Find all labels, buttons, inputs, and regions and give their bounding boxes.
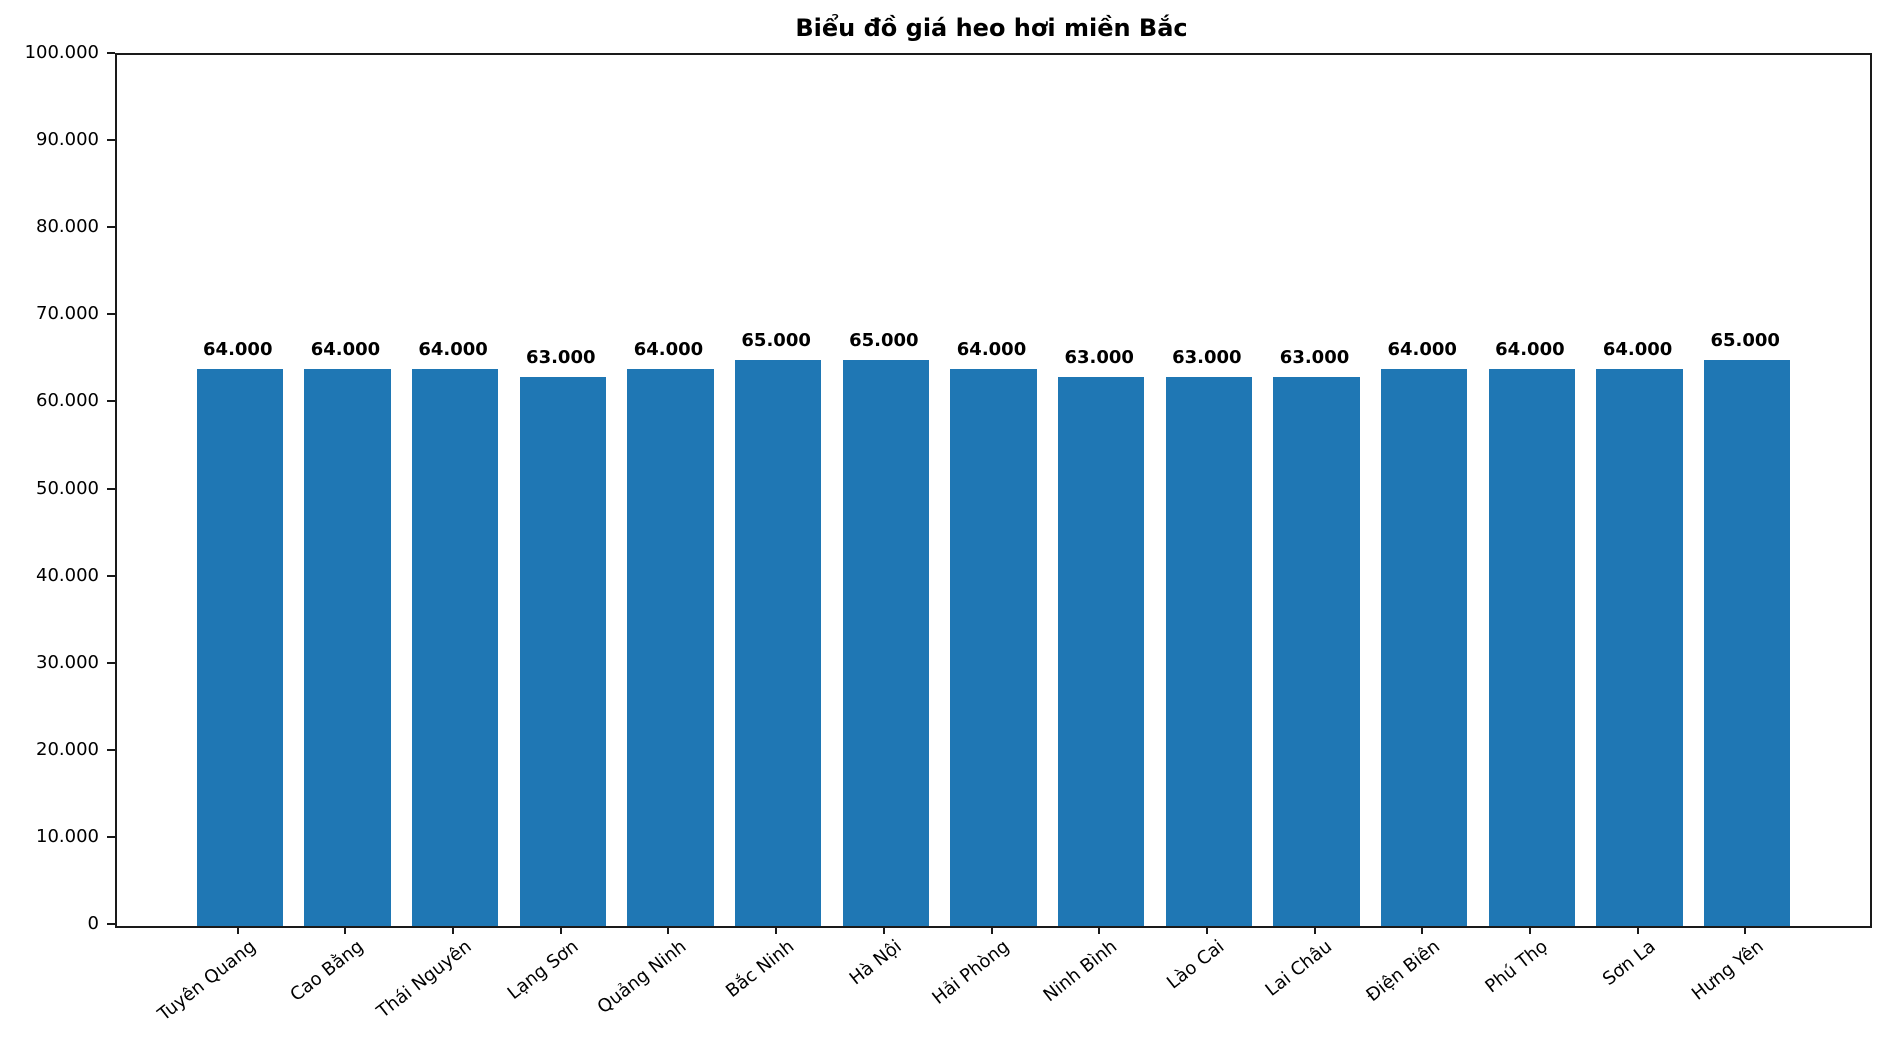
bar-value-label: 63.000 — [526, 347, 596, 369]
x-tick-label: Điện Biên — [1362, 936, 1445, 1007]
x-tick-mark — [452, 926, 455, 934]
x-tick-mark — [344, 926, 347, 934]
bar-value-label: 63.000 — [1064, 347, 1134, 369]
bar — [1596, 368, 1683, 926]
bar-value-label: 64.000 — [633, 338, 704, 360]
x-tick-label: Bắc Ninh — [721, 936, 799, 1002]
bar-value-label: 64.000 — [1495, 338, 1565, 360]
x-tick-label: Hà Nội — [845, 936, 906, 990]
y-tick-mark — [107, 923, 115, 925]
x-tick-mark — [1744, 926, 1747, 934]
y-tick-mark — [107, 661, 115, 664]
y-tick-mark — [107, 835, 115, 838]
bar — [735, 359, 822, 926]
chart-title: Biểu đồ giá heo hơi miền Bắc — [795, 14, 1188, 42]
x-tick-mark — [775, 926, 778, 934]
y-tick-label: 80.000 — [36, 216, 99, 238]
bar — [519, 377, 606, 926]
bar — [627, 368, 714, 926]
x-tick-label: Ninh Bình — [1039, 936, 1122, 1007]
bar-value-label: 65.000 — [1710, 329, 1780, 351]
x-tick-mark — [1098, 926, 1101, 934]
bar — [1058, 377, 1145, 926]
x-tick-mark — [1205, 926, 1208, 934]
bar-value-label: 65.000 — [849, 329, 919, 351]
bar-value-label: 63.000 — [1279, 347, 1350, 369]
x-tick-label: Cao Bằng — [286, 936, 368, 1006]
y-tick-label: 90.000 — [36, 129, 99, 151]
y-tick-mark — [107, 574, 115, 577]
bar — [1381, 368, 1468, 926]
x-tick-mark — [1421, 926, 1424, 934]
bar-value-label: 63.000 — [1172, 347, 1242, 369]
x-tick-label: Lạng Sơn — [504, 936, 583, 1004]
bar — [1165, 377, 1252, 926]
x-tick-mark — [990, 926, 993, 934]
y-tick-mark — [107, 748, 115, 751]
y-tick-label: 20.000 — [36, 738, 99, 760]
y-tick-label: 50.000 — [36, 477, 99, 499]
x-tick-label: Quảng Ninh — [593, 936, 691, 1019]
y-tick-mark — [107, 487, 115, 490]
x-tick-label: Sơn La — [1598, 936, 1660, 990]
y-tick-mark — [107, 52, 115, 54]
y-tick-mark — [107, 400, 115, 403]
x-tick-label: Hải Phòng — [928, 936, 1014, 1009]
bar-value-label: 64.000 — [310, 338, 381, 360]
y-tick-mark — [107, 226, 115, 229]
y-tick-label: 0 — [87, 913, 99, 934]
bar-value-label: 65.000 — [741, 329, 811, 351]
x-tick-mark — [1636, 926, 1639, 934]
bar — [1488, 368, 1575, 926]
y-tick-label: 100.000 — [24, 42, 99, 63]
x-tick-label: Phú Thọ — [1481, 936, 1552, 998]
bar — [1273, 377, 1360, 926]
bar — [950, 368, 1037, 926]
bar — [412, 368, 499, 926]
x-tick-mark — [236, 926, 239, 934]
x-tick-label: Thái Nguyên — [372, 936, 476, 1023]
bar — [196, 368, 283, 926]
bar-value-label: 64.000 — [1387, 338, 1457, 360]
x-tick-label: Hưng Yên — [1687, 936, 1768, 1005]
bar-value-label: 64.000 — [956, 338, 1027, 360]
x-tick-mark — [882, 926, 885, 934]
x-tick-label: Tuyên Quang — [153, 936, 260, 1026]
x-tick-mark — [667, 926, 670, 934]
bar — [842, 359, 929, 926]
x-tick-label: Lai Châu — [1261, 936, 1337, 1001]
y-tick-mark — [107, 139, 115, 142]
y-tick-label: 10.000 — [36, 825, 99, 847]
y-tick-mark — [107, 313, 115, 316]
x-tick-mark — [559, 926, 562, 934]
bar — [1704, 359, 1791, 926]
bar-value-label: 64.000 — [418, 338, 488, 360]
x-tick-mark — [1313, 926, 1316, 934]
x-tick-mark — [1528, 926, 1531, 934]
bar — [304, 368, 391, 926]
y-tick-label: 70.000 — [36, 303, 99, 325]
y-tick-label: 30.000 — [36, 651, 99, 673]
x-tick-label: Lào Cai — [1163, 936, 1229, 994]
bar-value-label: 64.000 — [1602, 338, 1673, 360]
y-tick-label: 40.000 — [36, 564, 99, 586]
plot-area — [115, 53, 1872, 928]
bar-value-label: 64.000 — [203, 338, 273, 360]
y-tick-label: 60.000 — [36, 390, 99, 412]
